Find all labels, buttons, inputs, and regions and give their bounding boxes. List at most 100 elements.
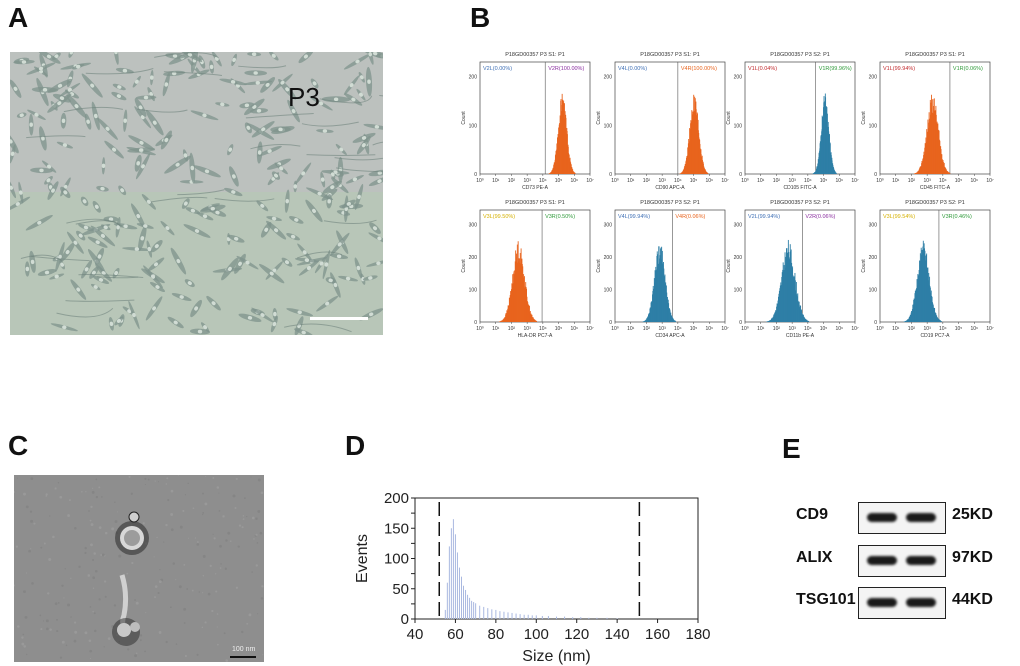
- tem-grain: [248, 613, 252, 617]
- tem-grain: [184, 654, 187, 658]
- flow-right-gate: V4R(100.00%): [681, 66, 717, 72]
- flow-histogram-bar: [790, 249, 792, 322]
- flow-xlabel: CD90 APC-A: [655, 185, 685, 191]
- cell: [358, 71, 365, 83]
- cell: [219, 78, 247, 86]
- tem-grain: [43, 542, 46, 545]
- tem-grain: [74, 526, 77, 530]
- tem-grain: [61, 640, 65, 644]
- cell-process: [97, 276, 139, 279]
- cell-process: [284, 323, 352, 333]
- cell: [184, 279, 195, 288]
- flow-y-tick: 300: [734, 223, 743, 229]
- flow-xlabel: CD19 PC7-A: [921, 333, 951, 339]
- tem-grain: [48, 558, 52, 562]
- flow-histogram-bar: [794, 272, 796, 322]
- cell: [251, 307, 274, 323]
- flow-y-tick: 200: [869, 255, 878, 261]
- flow-x-tick: 10³: [924, 178, 932, 184]
- cell: [330, 169, 336, 180]
- tem-grain: [17, 625, 20, 628]
- tem-grain: [255, 533, 258, 536]
- tem-grain: [144, 483, 147, 486]
- flow-x-tick: 10²: [773, 326, 781, 332]
- y-axis-label: Events: [354, 534, 371, 583]
- cell: [368, 232, 383, 245]
- flow-histogram-bar: [800, 305, 802, 322]
- flow-x-tick: 10⁵: [820, 178, 828, 184]
- y-tick-label: 0: [401, 611, 409, 628]
- flow-histogram-bar: [788, 257, 790, 322]
- cell: [271, 171, 281, 180]
- flow-histogram-bar: [806, 319, 808, 322]
- flow-plot-frame: [879, 209, 991, 323]
- flow-x-tick: 10⁷: [586, 178, 594, 184]
- blot-band: [906, 556, 936, 565]
- flow-x-tick: 10⁶: [835, 178, 843, 184]
- blot-band: [906, 513, 936, 522]
- vesicle-small: [128, 511, 140, 523]
- flow-y-tick: 300: [604, 223, 613, 229]
- cell: [343, 75, 360, 96]
- cell: [330, 253, 349, 259]
- tem-grain: [73, 621, 77, 624]
- x-tick-label: 40: [407, 626, 424, 643]
- flow-y-tick: 300: [469, 223, 478, 229]
- cell: [24, 261, 30, 277]
- tem-grain: [70, 616, 72, 618]
- flow-right-gate: V2R(0.06%): [805, 214, 835, 220]
- tem-grain: [178, 585, 182, 589]
- cell: [272, 73, 293, 92]
- tem-grain: [145, 612, 147, 614]
- tem-grain: [232, 494, 236, 498]
- cell: [37, 268, 57, 277]
- cell: [56, 141, 74, 149]
- cell: [162, 72, 170, 97]
- tem-grain: [255, 517, 258, 520]
- cell: [91, 101, 100, 131]
- cell: [362, 275, 378, 281]
- tem-grain: [204, 502, 208, 506]
- cell: [81, 260, 93, 279]
- cell: [16, 112, 27, 118]
- flow-x-tick: 10⁷: [986, 326, 994, 332]
- flow-y-tick: 200: [869, 75, 878, 81]
- tem-grain: [235, 477, 238, 481]
- cell: [30, 167, 53, 174]
- tem-grain: [257, 478, 261, 482]
- blot-size-label: 44KD: [952, 591, 993, 608]
- cell: [145, 110, 164, 136]
- tem-grain: [47, 592, 50, 595]
- flow-histogram-bar: [675, 321, 677, 322]
- tem-grain: [183, 607, 187, 611]
- tem-grain: [175, 579, 177, 581]
- flow-count-label: Count: [861, 111, 867, 125]
- tem-grain: [52, 535, 55, 539]
- blot-strip: [858, 587, 946, 619]
- flow-x-tick: 10⁴: [539, 326, 547, 332]
- blot-size-label: 25KD: [952, 506, 993, 523]
- flow-plot-frame: [744, 61, 856, 175]
- tem-grain: [154, 480, 156, 482]
- flow-histogram-bar: [802, 314, 803, 322]
- tem-grain: [165, 640, 168, 644]
- tem-grain: [73, 639, 77, 643]
- cell: [94, 247, 105, 266]
- flow-histogram-bar: [786, 253, 788, 322]
- tem-grain: [131, 561, 134, 565]
- flow-histogram-bar: [769, 320, 771, 322]
- tem-grain: [128, 475, 131, 478]
- flow-histogram-bar: [770, 318, 772, 322]
- tem-grain: [218, 510, 221, 512]
- cell: [47, 181, 59, 200]
- flow-x-tick: 10⁴: [804, 326, 812, 332]
- flow-histogram: P18GD00357 P3 S1: P1 300 200 100 0 Count 10⁰ 10…: [461, 200, 594, 339]
- tem-grain: [68, 499, 71, 502]
- flow-histogram-bar: [940, 321, 942, 322]
- tem-grain: [98, 526, 102, 529]
- flow-x-tick: 10¹: [757, 326, 765, 332]
- tem-grain: [154, 585, 158, 588]
- cell: [329, 232, 350, 257]
- tem-grain: [187, 482, 189, 485]
- tem-grain: [202, 575, 205, 577]
